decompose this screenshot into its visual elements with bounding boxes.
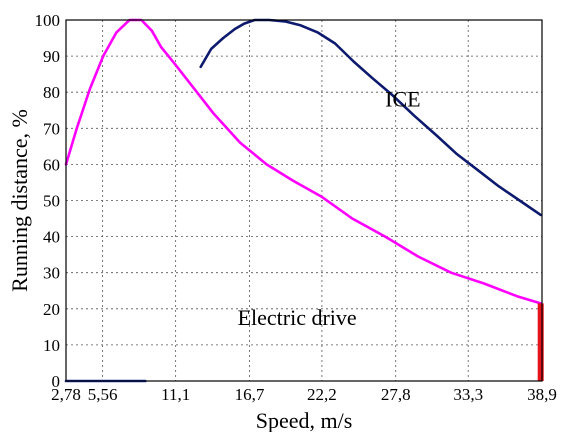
series-label-ice: ICE — [385, 87, 420, 112]
x-tick-label: 27,8 — [381, 385, 411, 404]
y-tick-label: 60 — [43, 155, 60, 174]
x-tick-label: 11,1 — [161, 385, 190, 404]
y-tick-label: 90 — [43, 47, 60, 66]
x-tick-label: 16,7 — [235, 385, 265, 404]
x-tick-label: 2,78 — [51, 385, 81, 404]
y-tick-label: 70 — [43, 119, 60, 138]
y-tick-label: 50 — [43, 192, 60, 211]
x-tick-label: 5,56 — [88, 385, 118, 404]
x-axis-title: Speed, m/s — [256, 408, 353, 432]
grid — [66, 20, 542, 381]
y-tick-label: 40 — [43, 228, 60, 247]
series-line-ice — [199, 18, 543, 217]
y-tick-label: 0 — [52, 372, 61, 391]
x-tick-labels: 2,78 5,56 11,1 16,7 22,2 27,8 33,3 38,9 — [51, 385, 557, 404]
x-tick-label: 33,3 — [453, 385, 483, 404]
y-tick-label: 30 — [43, 264, 60, 283]
series-line-electric-drive — [64, 18, 543, 305]
series-label-electric-drive: Electric drive — [238, 305, 357, 330]
y-tick-label: 100 — [35, 11, 61, 30]
x-tick-label: 38,9 — [527, 385, 557, 404]
y-axis-title: Running distance, % — [7, 109, 32, 292]
x-tick-label: 22,2 — [307, 385, 337, 404]
y-tick-labels: 0 10 20 30 40 50 60 70 80 90 100 — [35, 11, 61, 391]
annotations: ICE Electric drive — [238, 87, 421, 330]
y-tick-label: 20 — [43, 300, 60, 319]
y-tick-label: 80 — [43, 83, 60, 102]
plot-frame — [65, 19, 543, 382]
y-tick-label: 10 — [43, 336, 60, 355]
